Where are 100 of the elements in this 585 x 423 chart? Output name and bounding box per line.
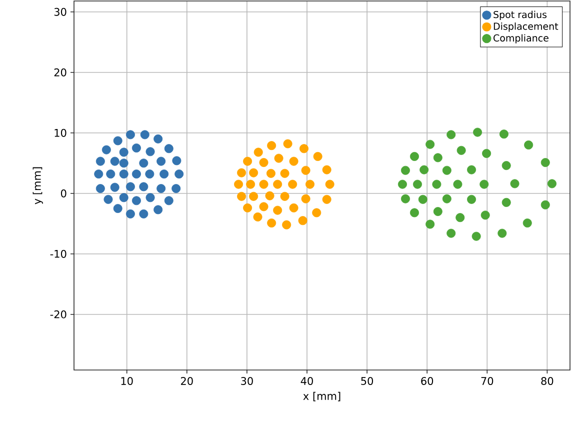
point [322, 165, 332, 174]
point [446, 130, 456, 140]
y-axis-title: y [mm] [32, 167, 43, 204]
point [106, 170, 116, 179]
point [132, 196, 141, 206]
point [288, 180, 298, 189]
point [140, 130, 150, 140]
point [145, 170, 154, 179]
x-tick-label: 10 [121, 377, 133, 385]
y-tick-label: 30 [54, 8, 66, 16]
point [313, 152, 322, 161]
point [502, 198, 511, 207]
point [237, 168, 246, 178]
y-tick-label: 20 [54, 68, 66, 76]
point [480, 180, 489, 189]
point [265, 191, 274, 200]
point [237, 192, 246, 201]
point [267, 141, 276, 150]
point [139, 158, 148, 168]
point [126, 130, 135, 140]
point [299, 144, 308, 154]
point [482, 148, 492, 158]
point [502, 161, 511, 170]
point [282, 220, 292, 230]
x-tick-label: 70 [481, 377, 494, 385]
point [126, 182, 135, 192]
point [398, 180, 407, 189]
point [456, 146, 466, 155]
point [473, 128, 482, 137]
point [119, 170, 128, 179]
point [472, 232, 481, 241]
point [172, 184, 181, 194]
point [156, 156, 166, 166]
point [312, 208, 322, 218]
point [110, 156, 120, 166]
point [104, 194, 113, 204]
x-tick-label: 30 [241, 377, 253, 385]
point [400, 166, 410, 175]
point [246, 180, 256, 189]
x-axis-title: x [mm] [303, 392, 340, 402]
point [249, 168, 258, 178]
point [146, 193, 155, 202]
point [273, 206, 282, 215]
point [259, 180, 268, 189]
point [298, 216, 308, 226]
x-tick-label: 50 [361, 377, 374, 385]
point [289, 203, 298, 212]
point [510, 179, 520, 188]
point [259, 158, 268, 168]
point [446, 228, 456, 238]
point [467, 165, 476, 174]
legend-label: Spot radius [494, 10, 547, 20]
point [266, 168, 276, 178]
y-tick-label: 10 [54, 128, 66, 137]
point [305, 180, 314, 189]
point [400, 194, 410, 204]
point [540, 200, 550, 210]
point [234, 180, 244, 189]
x-tick-label: 80 [541, 377, 554, 385]
point [243, 203, 252, 212]
point [160, 170, 169, 179]
point [110, 182, 120, 192]
point [442, 194, 452, 204]
y-tick-label: 0 [60, 189, 66, 198]
point [325, 180, 334, 189]
point [174, 170, 184, 179]
point [433, 153, 442, 162]
point [154, 134, 163, 144]
point [249, 192, 258, 201]
point [274, 154, 284, 163]
point [267, 218, 276, 228]
point [113, 136, 122, 146]
point [480, 210, 490, 220]
point [280, 168, 290, 178]
point [243, 156, 252, 166]
point [540, 158, 550, 168]
point [126, 209, 135, 218]
point [524, 140, 534, 150]
point [154, 205, 163, 214]
point [156, 184, 166, 194]
point [96, 156, 105, 166]
point [499, 130, 508, 139]
point [119, 148, 128, 157]
point [301, 194, 310, 204]
x-tick-label: 60 [421, 377, 434, 385]
point [301, 166, 310, 175]
point [172, 156, 182, 166]
point [132, 143, 141, 152]
point [420, 165, 429, 174]
point [522, 218, 532, 228]
point [289, 156, 298, 166]
point [253, 212, 262, 222]
point [433, 207, 442, 216]
point [273, 180, 282, 189]
point [96, 184, 105, 194]
point [164, 144, 174, 154]
point [432, 180, 442, 189]
point [254, 148, 263, 157]
y-tick-label: -10 [50, 250, 66, 258]
point [139, 182, 148, 192]
